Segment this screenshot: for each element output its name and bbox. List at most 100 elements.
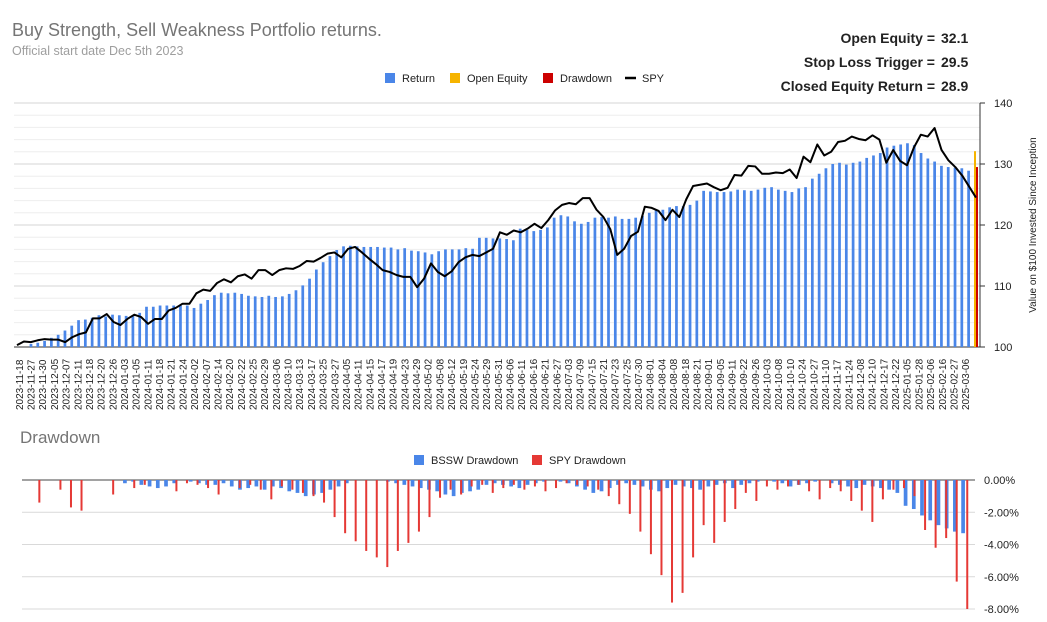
spy-drawdown-bar (502, 480, 505, 489)
y-axis-title: Value on $100 Invested Since Inception (1028, 137, 1039, 313)
bssw-drawdown-bar (862, 480, 867, 485)
bssw-drawdown-bar (747, 480, 752, 484)
spy-drawdown-bar (744, 480, 747, 493)
y-tick-label: 0.00% (984, 475, 1015, 487)
return-bar (267, 295, 271, 347)
stat-value: 28.9 (941, 78, 969, 94)
x-tick-label: 2024-06-06 (506, 358, 517, 410)
return-bar (145, 306, 148, 347)
return-bar (389, 247, 393, 347)
return-bar (179, 305, 182, 347)
x-tick-label: 2024-07-03 (564, 358, 575, 410)
x-tick-label: 2024-05-02 (424, 358, 435, 410)
bssw-drawdown-bar (164, 480, 168, 487)
x-tick-label: 2025-02-27 (949, 358, 960, 410)
spy-drawdown-bar (776, 480, 779, 490)
bssw-drawdown-bar (714, 480, 719, 485)
x-tick-label: 2024-01-03 (120, 358, 131, 410)
y-tick-label: 130 (994, 159, 1012, 171)
bssw-drawdown-bar (394, 480, 398, 484)
return-bar (559, 215, 563, 347)
return-bar (552, 217, 556, 347)
x-tick-label: 2023-11-18 (15, 359, 26, 410)
bssw-drawdown-bar (920, 480, 924, 516)
return-bar (749, 190, 753, 347)
x-tick-label: 2023-12-05 (50, 358, 61, 410)
return-bar (43, 340, 46, 347)
legend-label: BSSW Drawdown (431, 455, 518, 467)
return-bar (539, 229, 542, 347)
return-bar (294, 290, 298, 347)
x-tick-label: 2024-11-24 (844, 359, 855, 410)
return-bar (858, 161, 862, 347)
return-bar (430, 254, 434, 347)
spy-drawdown-bar (59, 480, 62, 490)
spy-drawdown-bar (881, 480, 884, 500)
return-bar (627, 218, 631, 347)
return-bar (396, 249, 400, 347)
bssw-drawdown-bar (517, 480, 522, 489)
x-tick-label: 2024-02-02 (190, 358, 201, 410)
bssw-drawdown-bar (640, 480, 645, 487)
return-bar (661, 209, 665, 347)
bssw-drawdown-bar (336, 480, 341, 487)
spy-drawdown-bar (945, 480, 948, 539)
x-tick-label: 2024-06-16 (529, 358, 540, 410)
spy-drawdown-bar (597, 480, 600, 490)
stat-stop-loss: Stop Loss Trigger = 29.5 (781, 50, 987, 74)
return-bar (906, 143, 909, 347)
spy-drawdown-bar (38, 480, 41, 503)
spy-drawdown-bar (713, 480, 716, 543)
x-tick-label: 2024-04-23 (400, 358, 411, 410)
y-tick-label: 100 (994, 342, 1012, 354)
return-bar (613, 216, 617, 347)
bssw-drawdown-bar (418, 480, 423, 489)
return-bar (450, 249, 454, 347)
return-bar (471, 248, 474, 347)
x-tick-label: 2024-02-14 (213, 358, 224, 410)
return-bar (675, 206, 678, 347)
return-bar (185, 305, 189, 347)
spy-drawdown-bar (291, 480, 294, 490)
return-bar (885, 147, 889, 347)
return-bar (335, 250, 339, 347)
spy-drawdown-bar (765, 480, 768, 487)
spy-drawdown-bar (913, 480, 916, 497)
stat-label: Closed Equity Return = (780, 78, 935, 94)
return-bar (600, 217, 604, 347)
bssw-drawdown-bar (854, 480, 859, 489)
bssw-drawdown-bar (188, 480, 193, 482)
x-tick-label: 2025-01-05 (903, 358, 914, 410)
return-bar (464, 248, 468, 347)
bssw-drawdown-bar (303, 480, 308, 497)
bssw-drawdown-bar (270, 480, 275, 487)
x-tick-label: 2024-01-18 (155, 358, 166, 410)
bssw-drawdown-bar (246, 480, 251, 489)
return-bar (233, 292, 237, 347)
y-tick-label: -2.00% (984, 507, 1019, 519)
legend-swatch (385, 73, 395, 83)
spy-drawdown-bar (850, 480, 853, 501)
spy-drawdown-bar (618, 480, 621, 505)
return-bar (960, 168, 964, 347)
bssw-drawdown-bar (706, 480, 711, 487)
return-bar (709, 191, 712, 347)
legend-swatch (543, 73, 553, 83)
return-bar (933, 161, 936, 347)
x-tick-label: 2024-03-27 (330, 358, 341, 410)
return-bar (783, 190, 787, 347)
x-tick-label: 2024-05-24 (470, 358, 481, 410)
bssw-drawdown-bar (895, 480, 900, 493)
return-bar (579, 223, 583, 347)
x-tick-label: 2023-12-26 (108, 358, 119, 410)
return-bar (505, 239, 508, 347)
return-bar (641, 215, 644, 347)
return-bar (546, 227, 549, 347)
return-bar (219, 292, 223, 347)
bssw-drawdown-bar (829, 480, 834, 484)
bssw-drawdown-bar (328, 480, 333, 490)
return-bar (573, 221, 576, 347)
spy-drawdown-bar (818, 480, 821, 500)
return-bar (70, 325, 74, 347)
x-tick-label: 2024-07-21 (599, 358, 610, 410)
